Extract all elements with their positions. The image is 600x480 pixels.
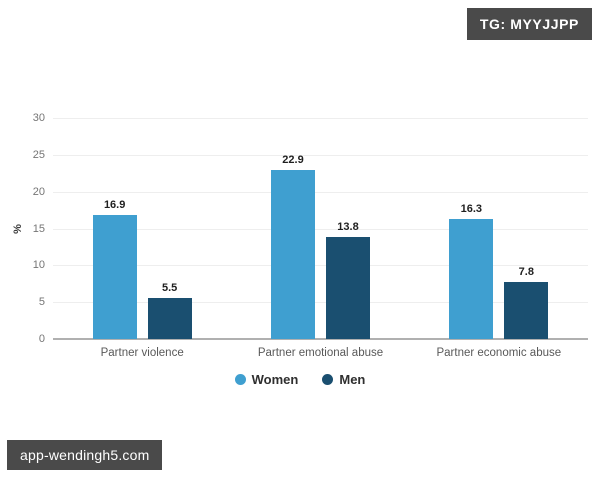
- site-badge: app-wendingh5.com: [7, 440, 163, 470]
- bar-value-label: 13.8: [337, 221, 359, 234]
- bar-women-2: [271, 170, 315, 339]
- bar-value-label: 16.9: [103, 198, 126, 211]
- y-tick-label: 25: [32, 148, 45, 161]
- y-tick-label: 10: [32, 259, 45, 272]
- bar-men-2: [326, 237, 370, 339]
- gridline: [53, 302, 588, 304]
- gridline: [53, 191, 588, 193]
- x-category-label: Partner violence: [100, 347, 184, 359]
- legend-label: Women: [251, 372, 299, 387]
- y-tick-label: 30: [32, 112, 45, 124]
- y-tick-label: 5: [38, 296, 45, 309]
- plot-area: 16.9 5.5 22.9 13.8 16.3 7.8: [53, 118, 588, 340]
- gridline: [53, 118, 588, 119]
- gridline: [53, 265, 588, 267]
- gridline: [53, 228, 588, 230]
- x-category-label: Partner economic abuse: [436, 347, 562, 359]
- chart-legend: Women Men: [0, 372, 600, 387]
- legend-dot-icon: [322, 374, 334, 385]
- bar-value-label: 22.9: [282, 154, 304, 167]
- bar-value-label: 5.5: [162, 282, 178, 295]
- bar-women-1: [92, 214, 137, 339]
- legend-item-women: Women: [234, 372, 299, 387]
- bar-men-1: [147, 298, 192, 339]
- legend-item-men: Men: [322, 372, 365, 387]
- legend-label: Men: [339, 372, 366, 387]
- bar-value-label: 16.3: [460, 202, 483, 215]
- x-axis-baseline: [53, 338, 588, 340]
- bar-value-label: 7.8: [518, 265, 534, 278]
- y-tick-label: 0: [38, 333, 45, 345]
- y-tick-label: 20: [32, 185, 45, 198]
- x-category-label: Partner emotional abuse: [257, 347, 384, 359]
- bar-women-3: [449, 218, 494, 339]
- legend-dot-icon: [234, 374, 246, 385]
- tg-badge: TG: MYYJJPP: [466, 8, 592, 40]
- bar-men-3: [504, 281, 549, 339]
- gridline: [53, 154, 588, 156]
- y-tick-label: 15: [32, 222, 45, 235]
